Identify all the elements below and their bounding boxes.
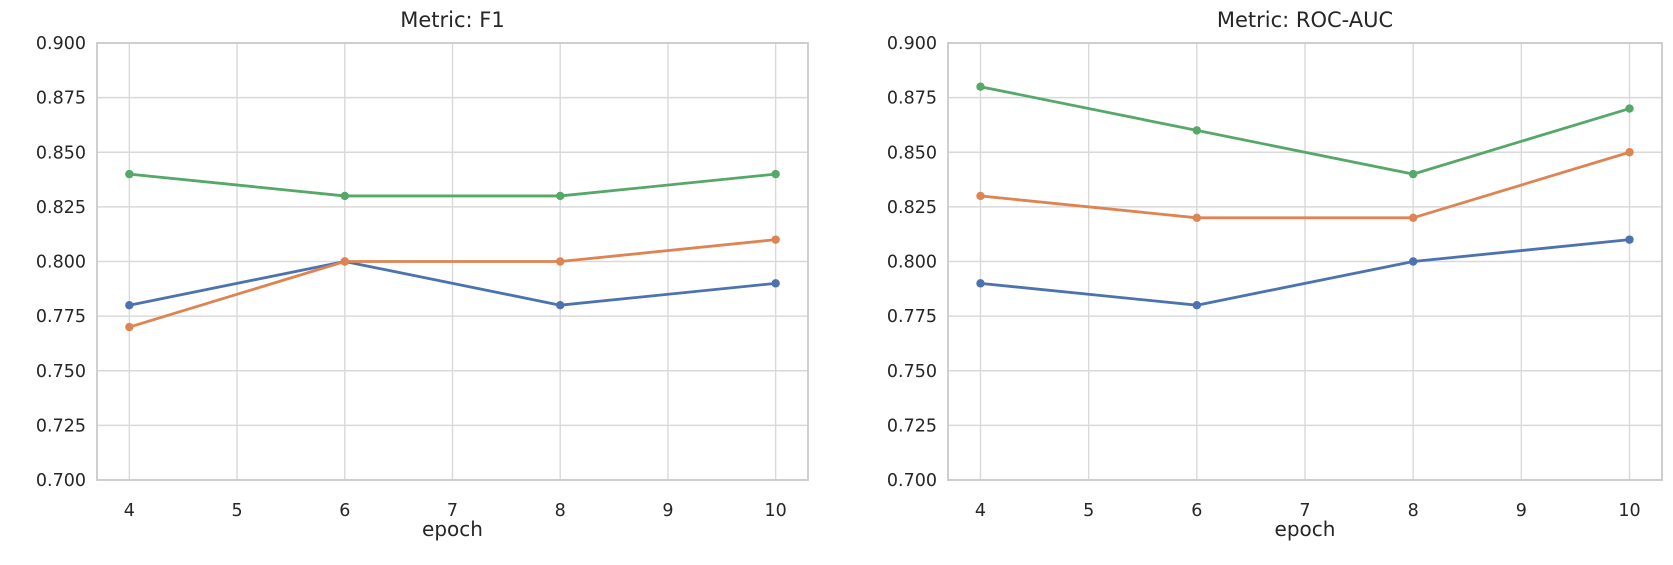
svg-text:0.850: 0.850 — [887, 143, 937, 163]
x-axis-label-roc-auc: epoch — [1274, 517, 1336, 541]
svg-text:0.725: 0.725 — [36, 416, 86, 436]
svg-text:0.725: 0.725 — [887, 416, 937, 436]
svg-text:8: 8 — [1408, 501, 1419, 521]
svg-text:9: 9 — [1516, 501, 1527, 521]
svg-text:8: 8 — [555, 501, 566, 521]
chart-title-f1: Metric: F1 — [400, 8, 505, 32]
svg-text:10: 10 — [1618, 501, 1640, 521]
svg-text:0.775: 0.775 — [887, 307, 937, 327]
svg-text:4: 4 — [975, 501, 986, 521]
svg-text:0.825: 0.825 — [36, 198, 86, 218]
svg-text:5: 5 — [1083, 501, 1094, 521]
chart-panel-f1: 0.700 0.725 0.750 0.775 0.800 0.825 0.850 0.875… — [0, 0, 836, 565]
chart-title-roc-auc: Metric: ROC-AUC — [1216, 8, 1394, 32]
svg-text:0.900: 0.900 — [887, 34, 937, 54]
svg-text:0.850: 0.850 — [36, 143, 86, 163]
svg-text:0.700: 0.700 — [36, 471, 86, 491]
line-plot-f1: 0.700 0.725 0.750 0.775 0.800 0.825 0.850 0.875… — [36, 34, 809, 521]
svg-text:0.800: 0.800 — [887, 253, 937, 273]
svg-text:0.775: 0.775 — [36, 307, 86, 327]
svg-text:0.875: 0.875 — [887, 89, 937, 109]
svg-text:7: 7 — [447, 501, 458, 521]
x-axis-label-f1: epoch — [422, 517, 483, 541]
line-plot-roc-auc: 0.700 0.725 0.750 0.775 0.800 0.825 0.850 0.875… — [887, 34, 1663, 521]
svg-text:0.900: 0.900 — [36, 34, 86, 54]
svg-text:5: 5 — [231, 501, 242, 521]
svg-text:9: 9 — [662, 501, 673, 521]
chart-panel-roc-auc: 0.700 0.725 0.750 0.775 0.800 0.825 0.850 0.875… — [837, 0, 1673, 565]
svg-text:4: 4 — [124, 501, 135, 521]
svg-text:7: 7 — [1299, 501, 1310, 521]
svg-text:6: 6 — [1191, 501, 1202, 521]
svg-text:0.875: 0.875 — [36, 89, 86, 109]
svg-text:0.750: 0.750 — [887, 362, 937, 382]
svg-text:0.700: 0.700 — [887, 471, 937, 491]
svg-text:6: 6 — [339, 501, 350, 521]
svg-text:10: 10 — [765, 501, 787, 521]
svg-text:0.750: 0.750 — [36, 362, 86, 382]
svg-text:0.800: 0.800 — [36, 253, 86, 273]
svg-text:0.825: 0.825 — [887, 198, 937, 218]
